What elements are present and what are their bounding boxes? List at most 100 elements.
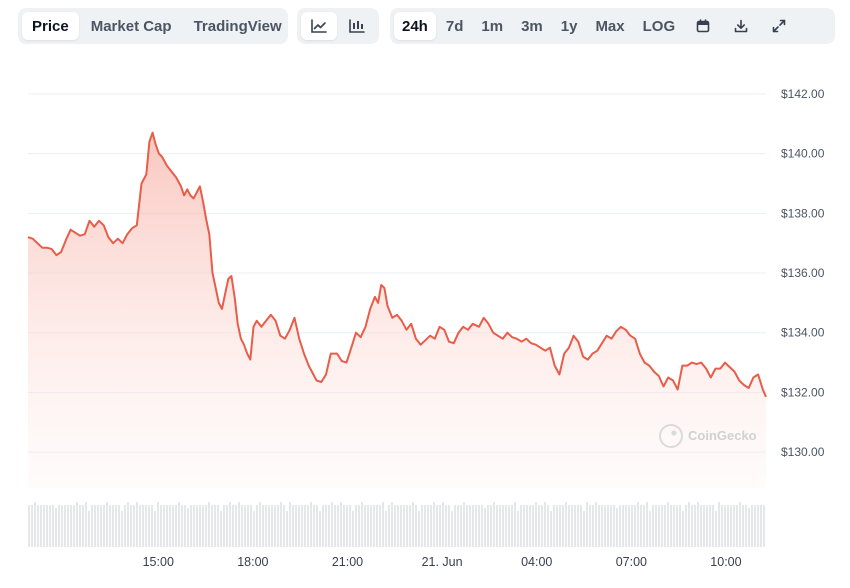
volume-bar (82, 505, 84, 547)
range-log[interactable]: LOG (642, 17, 676, 35)
volume-bar (385, 511, 387, 547)
download-button[interactable] (723, 12, 759, 40)
volume-bar (760, 505, 762, 547)
x-tick-label: 18:00 (237, 555, 268, 569)
volume-bar (658, 505, 660, 547)
volume-bar (424, 505, 426, 547)
volume-bar (256, 505, 258, 547)
volume-bar (37, 505, 39, 547)
volume-bar (199, 505, 201, 547)
volume-bar (340, 502, 342, 547)
volume-bar (142, 505, 144, 547)
volume-bar (490, 505, 492, 547)
volume-bar (331, 502, 333, 547)
candlestick-chart-button[interactable] (339, 12, 375, 40)
volume-bar (148, 505, 150, 547)
expand-button[interactable] (761, 12, 797, 40)
volume-bar (586, 502, 588, 547)
volume-bar (724, 505, 726, 547)
range-1m[interactable]: 1m (481, 17, 504, 35)
volume-bar (121, 511, 123, 547)
volume-bar (316, 505, 318, 547)
y-tick-label: $138.00 (781, 206, 825, 220)
volume-bar (274, 505, 276, 547)
line-chart-button[interactable] (301, 12, 337, 40)
range-3m[interactable]: 3m (521, 17, 543, 35)
volume-bar (358, 505, 360, 547)
volume-bar (343, 505, 345, 547)
volume-bar (475, 505, 477, 547)
volume-bar (499, 505, 501, 547)
volume-bar (736, 505, 738, 547)
volume-bar (514, 502, 516, 547)
chart-toolbar: Price Market Cap TradingView 24h 7d 1m 3… (18, 8, 835, 44)
y-tick-label: $132.00 (781, 385, 825, 399)
volume-bar (31, 505, 33, 547)
tab-price[interactable]: Price (22, 12, 79, 40)
tab-market-cap[interactable]: Market Cap (90, 17, 172, 35)
volume-bar (643, 505, 645, 547)
volume-bar (328, 505, 330, 547)
volume-bar (436, 505, 438, 547)
volume-bar (298, 505, 300, 547)
volume-bar (337, 505, 339, 547)
volume-bar (304, 505, 306, 547)
volume-bar (601, 505, 603, 547)
download-icon (734, 19, 748, 33)
volume-bar (73, 505, 75, 547)
volume-bar (628, 505, 630, 547)
volume-bar (67, 505, 69, 547)
y-axis: $130.00 $132.00 $134.00 $136.00 $138.00 $140.… (781, 87, 825, 459)
range-24h[interactable]: 24h (394, 12, 436, 40)
volume-bar (280, 502, 282, 547)
volume-bar (160, 505, 162, 547)
volume-bar (52, 505, 54, 547)
volume-bar (145, 505, 147, 547)
range-1y[interactable]: 1y (560, 17, 578, 35)
volume-bar (667, 502, 669, 547)
volume-bar (88, 511, 90, 547)
calendar-button[interactable] (685, 12, 721, 40)
volume-bar (751, 505, 753, 547)
volume-bar (100, 505, 102, 547)
x-tick-label: 04:00 (521, 555, 552, 569)
volume-bar (460, 505, 462, 547)
volume-bar (307, 505, 309, 547)
range-7d[interactable]: 7d (445, 17, 464, 35)
volume-bar (616, 508, 618, 547)
volume-bar (715, 511, 717, 547)
volume-bar (709, 505, 711, 547)
volume-bar (364, 505, 366, 547)
calendar-icon (696, 19, 710, 33)
volume-bar (139, 505, 141, 547)
volume-bar (415, 505, 417, 547)
volume-bar (217, 505, 219, 547)
volume-bar (550, 511, 552, 547)
volume-bar (727, 505, 729, 547)
volume-bar (754, 505, 756, 547)
volume-bar (544, 502, 546, 547)
volume-bar (748, 508, 750, 547)
volume-bar (286, 511, 288, 547)
range-max[interactable]: Max (595, 17, 625, 35)
volume-bar (511, 505, 513, 547)
expand-icon (772, 19, 786, 33)
volume-bar (538, 505, 540, 547)
volume-bar (367, 505, 369, 547)
volume-bar (571, 505, 573, 547)
volume-bar (241, 505, 243, 547)
volume-bar (520, 505, 522, 547)
volume-bar (190, 505, 192, 547)
tab-tradingview[interactable]: TradingView (193, 17, 282, 35)
volume-bar (613, 505, 615, 547)
volume-bar (646, 502, 648, 547)
volume-bar (400, 505, 402, 547)
volume-bar (271, 505, 273, 547)
volume-bar (151, 505, 153, 547)
volume-bar (598, 505, 600, 547)
volume-bar (130, 505, 132, 547)
volume-bar (277, 505, 279, 547)
volume-bar (409, 505, 411, 547)
volume-bar (526, 505, 528, 547)
